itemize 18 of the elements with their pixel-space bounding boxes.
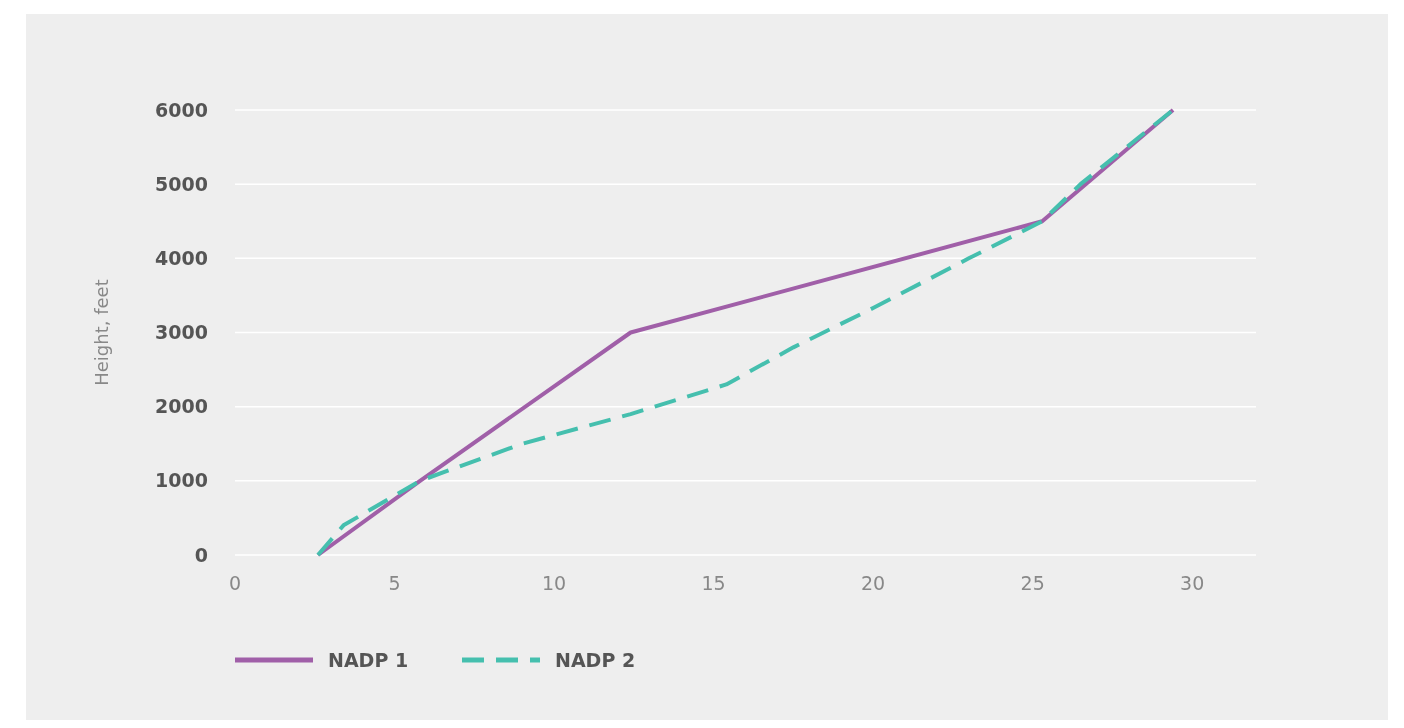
y-tick-label: 4000 <box>155 246 208 269</box>
x-tick-label: 0 <box>228 572 242 594</box>
y-tick-label: 3000 <box>155 321 208 344</box>
y-tick-label: 2000 <box>155 395 208 418</box>
line-series <box>315 108 1176 557</box>
x-tick-label: 30 <box>1180 572 1205 594</box>
legend-label: NADP 1 <box>328 648 409 671</box>
x-tick-label: 10 <box>541 572 567 594</box>
y-tick-label: 6000 <box>155 98 208 121</box>
x-tick-label: 25 <box>1020 572 1045 594</box>
y-axis-title: Height, feet <box>91 279 112 386</box>
x-tick-label: 20 <box>861 572 886 594</box>
y-tick-label: 0 <box>194 543 208 566</box>
x-tick-label: 5 <box>388 572 401 594</box>
y-tick-label: 5000 <box>155 172 208 195</box>
legend-label: NADP 2 <box>555 648 636 671</box>
x-tick-label: 15 <box>701 572 726 594</box>
y-tick-label: 1000 <box>155 469 208 492</box>
